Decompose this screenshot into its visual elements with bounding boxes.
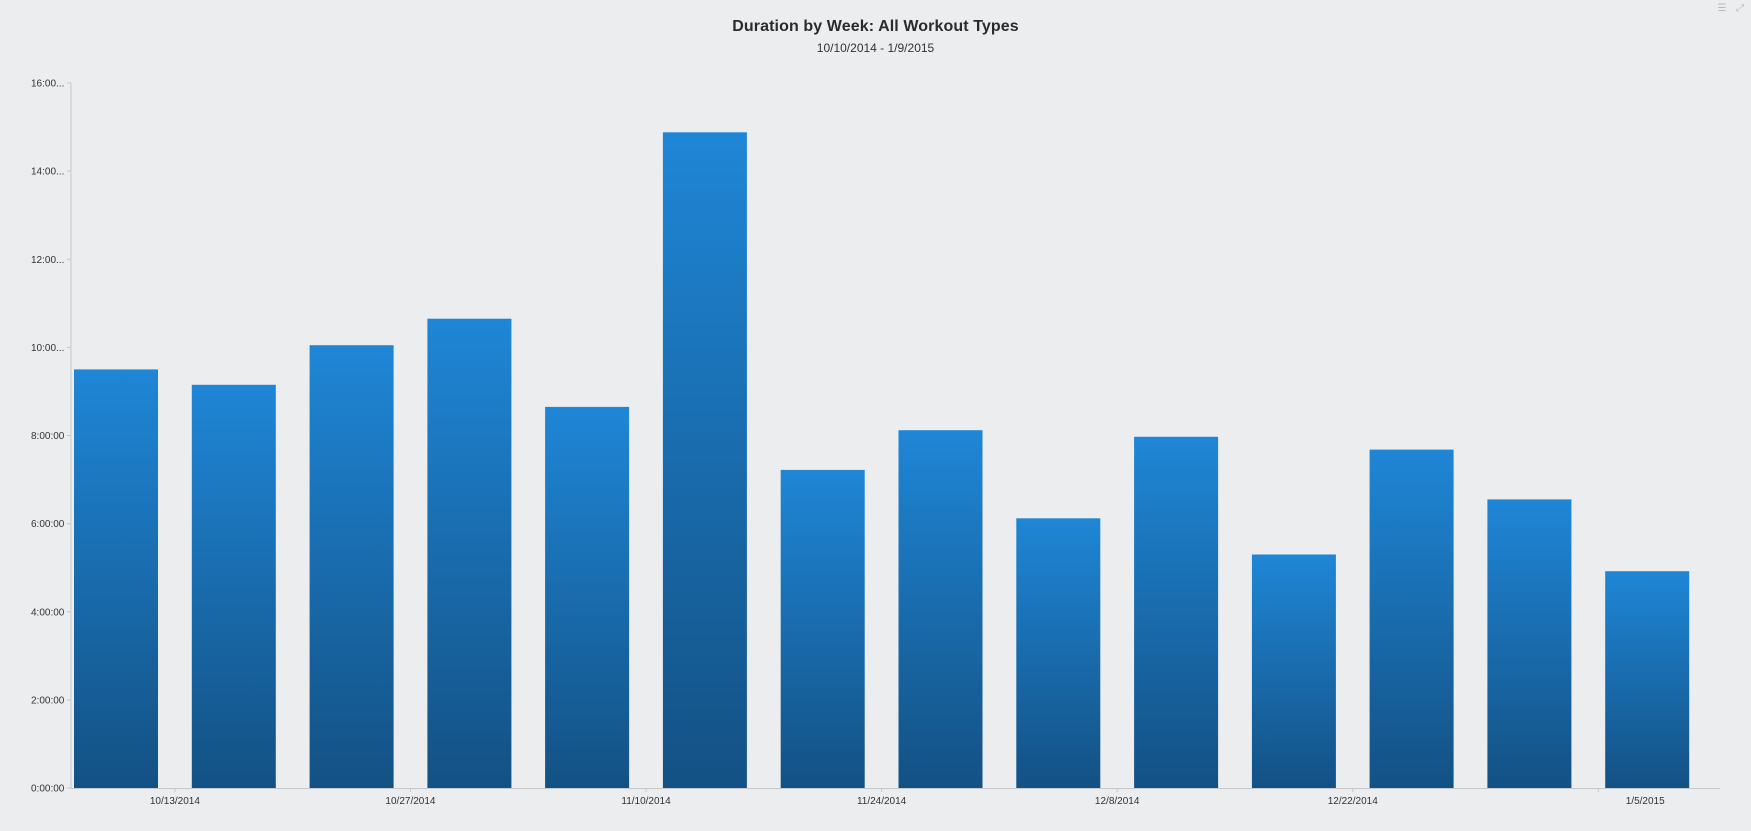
bar[interactable]: 12/22/2014 [1369,449,1454,788]
bars: 10/6/2014 10/13/2014 10/20/2014 10/27/2014 1… [74,132,1690,789]
bar[interactable]: 12/1/2014 [1016,518,1101,788]
y-tick-label: 0:00:00 [31,784,65,795]
bar[interactable]: 12/8/2014 [1134,436,1219,788]
bar[interactable]: 1/5/2015 [1605,571,1690,788]
x-tick-label: 11/10/2014 [621,796,671,807]
x-axis: 10/13/2014 10/27/2014 11/10/2014 11/24/2014… [71,788,1720,807]
x-tick-label: 12/8/2014 [1095,796,1140,807]
expand-icon[interactable]: ⤢ [1736,3,1744,14]
chart-title: Duration by Week: All Workout Types [732,18,1019,35]
chart-subtitle: 10/10/2014 - 1/9/2015 [816,41,935,55]
x-tick-label: 11/24/2014 [857,796,907,807]
bar[interactable]: 10/13/2014 [191,384,276,788]
bar[interactable]: 10/27/2014 [427,318,512,788]
bar[interactable]: 10/6/2014 [74,369,158,788]
x-tick-label: 10/27/2014 [385,796,435,807]
bar[interactable]: 11/17/2014 [780,469,865,788]
y-tick-label: 2:00:00 [31,695,65,706]
menu-icon[interactable]: ☰ [1717,3,1727,14]
bar[interactable]: 11/24/2014 [898,430,983,788]
y-tick-label: 8:00:00 [31,431,65,442]
y-tick-label: 16:00... [31,79,64,90]
x-tick-label: 1/5/2015 [1626,796,1665,807]
x-tick-label: 12/22/2014 [1328,796,1378,807]
y-axis: 0:00:00 2:00:00 4:00:00 6:00:00 8:00:00 10:00… [31,79,72,795]
y-tick-label: 10:00... [31,343,64,354]
y-tick-label: 6:00:00 [31,519,65,530]
bar[interactable]: 12/15/2014 [1251,554,1336,789]
bar[interactable]: 11/10/2014 [662,132,747,789]
x-tick-label: 10/13/2014 [150,796,200,807]
window-controls: ☰ ⤢ [1717,4,1745,14]
y-tick-label: 12:00... [31,255,64,266]
bar[interactable]: 11/3/2014 [545,406,630,788]
y-tick-label: 4:00:00 [31,607,65,618]
bar[interactable]: 10/20/2014 [309,345,394,788]
y-tick-label: 14:00... [31,167,64,178]
bar[interactable]: 12/29/2014 [1487,499,1572,788]
